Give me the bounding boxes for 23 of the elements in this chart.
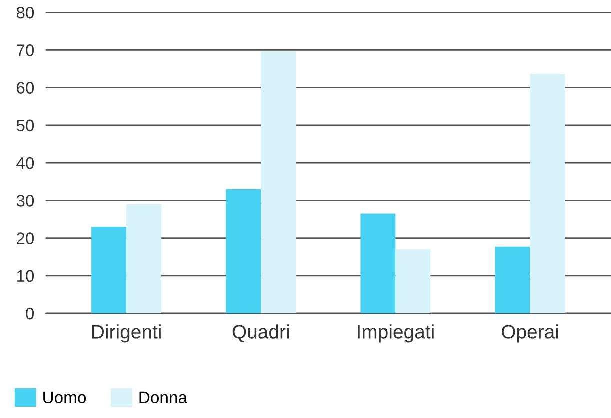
x-tick-label: Operai bbox=[502, 324, 558, 343]
legend-label: Uomo bbox=[44, 392, 86, 404]
bar bbox=[226, 189, 262, 314]
y-tick-label: 10 bbox=[17, 270, 34, 282]
x-tick-label: Quadri bbox=[232, 324, 290, 342]
x-tick-label: Impiegati bbox=[358, 324, 434, 343]
bar bbox=[92, 226, 127, 314]
bar bbox=[360, 214, 396, 314]
y-tick-label: 50 bbox=[16, 120, 34, 132]
bar bbox=[495, 246, 530, 314]
bar bbox=[261, 52, 296, 314]
y-tick-label: 0 bbox=[26, 308, 34, 320]
y-tick-label: 30 bbox=[16, 195, 34, 207]
y-tick-label: 20 bbox=[17, 232, 34, 244]
bar bbox=[126, 204, 162, 314]
y-tick-label: 80 bbox=[16, 6, 34, 19]
x-tick-label: Dirigenti bbox=[92, 324, 161, 343]
legend-label: Donna bbox=[140, 392, 188, 404]
bar bbox=[530, 74, 566, 314]
bar bbox=[396, 250, 431, 314]
y-tick-label: 70 bbox=[17, 44, 34, 56]
y-tick-label: 40 bbox=[16, 157, 34, 170]
y-tick-label: 60 bbox=[17, 82, 34, 94]
